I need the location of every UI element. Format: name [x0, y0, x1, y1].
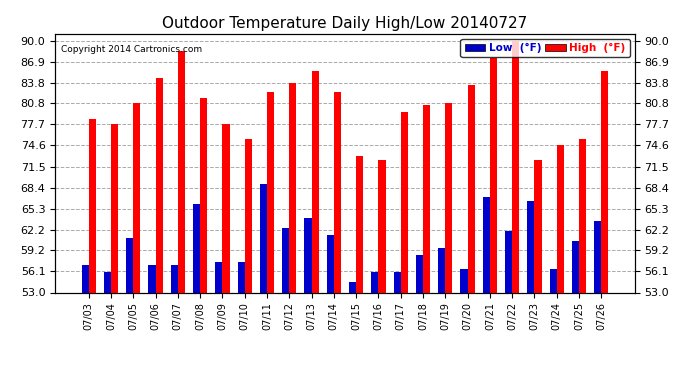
Bar [215, 262, 222, 292]
Text: Copyright 2014 Cartronics.com: Copyright 2014 Cartronics.com [61, 45, 202, 54]
Bar [349, 282, 356, 292]
Bar [89, 119, 96, 292]
Bar [512, 40, 520, 292]
Bar [282, 228, 289, 292]
Bar [193, 204, 200, 292]
Bar [505, 231, 512, 292]
Bar [468, 85, 475, 292]
Bar [104, 272, 111, 292]
Bar [245, 139, 252, 292]
Bar [460, 268, 468, 292]
Bar [378, 160, 386, 292]
Bar [81, 265, 89, 292]
Bar [601, 71, 609, 292]
Bar [445, 103, 453, 292]
Bar [535, 160, 542, 292]
Bar [594, 221, 601, 292]
Bar [237, 262, 245, 292]
Bar [416, 255, 423, 292]
Title: Outdoor Temperature Daily High/Low 20140727: Outdoor Temperature Daily High/Low 20140… [162, 16, 528, 31]
Bar [289, 83, 297, 292]
Bar [527, 201, 535, 292]
Bar [550, 268, 557, 292]
Bar [572, 242, 579, 292]
Bar [170, 265, 178, 292]
Bar [557, 146, 564, 292]
Bar [334, 92, 341, 292]
Bar [260, 183, 267, 292]
Bar [133, 103, 140, 292]
Bar [148, 265, 155, 292]
Legend: Low  (°F), High  (°F): Low (°F), High (°F) [460, 39, 629, 57]
Bar [304, 217, 312, 292]
Bar [126, 238, 133, 292]
Bar [483, 197, 490, 292]
Bar [222, 124, 230, 292]
Bar [490, 58, 497, 292]
Bar [200, 99, 207, 292]
Bar [423, 105, 430, 292]
Bar [393, 272, 401, 292]
Bar [327, 235, 334, 292]
Bar [371, 272, 378, 292]
Bar [178, 51, 185, 292]
Bar [356, 156, 363, 292]
Bar [438, 248, 445, 292]
Bar [111, 124, 118, 292]
Bar [155, 78, 163, 292]
Bar [401, 112, 408, 292]
Bar [312, 71, 319, 292]
Bar [579, 139, 586, 292]
Bar [267, 92, 274, 292]
